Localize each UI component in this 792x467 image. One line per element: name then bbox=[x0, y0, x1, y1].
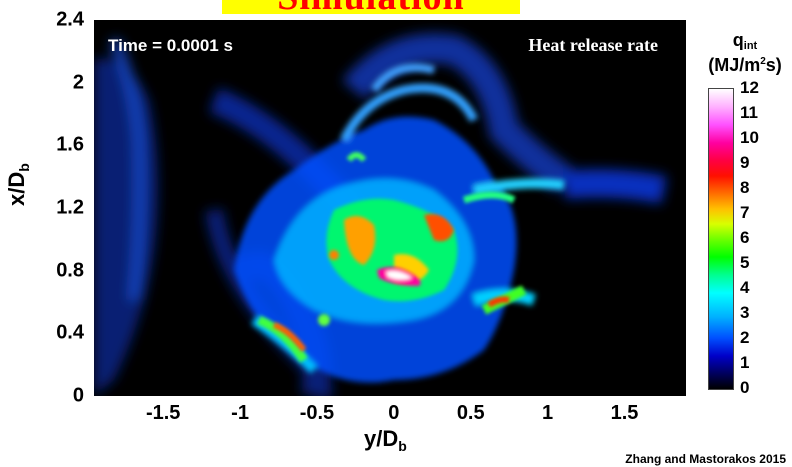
x-tick-label: 0.5 bbox=[456, 402, 485, 424]
field-region bbox=[462, 191, 516, 204]
colorbar-units-sup: 2 bbox=[760, 56, 766, 67]
colorbar-tick-label: 10 bbox=[740, 128, 759, 147]
field-region bbox=[257, 315, 308, 363]
y-axis-label-main: x/D bbox=[4, 171, 29, 206]
field-region bbox=[386, 270, 412, 280]
field-region bbox=[424, 214, 454, 242]
colorbar-label-sub: int bbox=[743, 40, 758, 52]
header-banner: Simulation bbox=[222, 0, 520, 14]
field-region bbox=[473, 178, 565, 195]
panel-label: Heat release rate bbox=[528, 35, 658, 55]
field-region bbox=[329, 250, 339, 260]
colorbar-units: (MJ/m2s) bbox=[698, 55, 792, 76]
colorbar-tick-label: 12 bbox=[740, 78, 759, 97]
x-tick-label: -1.5 bbox=[145, 402, 181, 424]
colorbar-tick-label: 1 bbox=[740, 353, 750, 372]
y-tick-label: 2.4 bbox=[56, 8, 84, 31]
colorbar-tick-label: 11 bbox=[740, 103, 758, 122]
field-region bbox=[562, 169, 667, 204]
field-region bbox=[339, 83, 479, 143]
colorbar-tick-label: 8 bbox=[740, 178, 750, 197]
colorbar-tick-label: 4 bbox=[740, 278, 750, 297]
field-region bbox=[370, 63, 435, 93]
colorbar-tick-label: 3 bbox=[740, 303, 750, 322]
colorbar-tick-label: 7 bbox=[740, 203, 750, 222]
field-region bbox=[318, 314, 330, 326]
colorbar-units-end: s) bbox=[765, 55, 782, 75]
field-region bbox=[487, 296, 510, 308]
colorbar-tick-label: 2 bbox=[740, 328, 750, 347]
y-tick-label: 1.6 bbox=[56, 133, 84, 156]
x-axis-label: y/Db bbox=[364, 426, 407, 454]
y-axis-label-sub: b bbox=[16, 163, 32, 172]
x-tick-label: 0 bbox=[388, 402, 400, 424]
field-region bbox=[346, 152, 367, 162]
field-region bbox=[94, 58, 158, 396]
x-tick-label: 1 bbox=[542, 402, 554, 424]
y-tick-label: 1.2 bbox=[56, 196, 84, 219]
x-tick-label: 1.5 bbox=[610, 402, 639, 424]
y-tick-label: 2 bbox=[72, 71, 84, 94]
colorbar-units-main: (MJ/m bbox=[708, 55, 761, 75]
colorbar-title: qint (MJ/m2s) bbox=[698, 30, 792, 76]
colorbar-tick-label: 6 bbox=[740, 228, 750, 247]
colorbar-tick-label: 0 bbox=[740, 378, 750, 397]
x-axis-label-main: y/D bbox=[364, 426, 399, 451]
y-tick-label: 0.8 bbox=[56, 259, 84, 282]
x-tick-label: -0.5 bbox=[299, 402, 335, 424]
header-title: Simulation bbox=[222, 0, 520, 14]
colorbar-tick-label: 9 bbox=[740, 153, 750, 172]
x-axis-label-sub: b bbox=[398, 438, 407, 454]
field-region bbox=[272, 322, 307, 352]
time-label: Time = 0.0001 s bbox=[108, 36, 233, 55]
y-axis-label: x/Db bbox=[4, 163, 32, 206]
y-tick-label: 0.4 bbox=[56, 321, 84, 344]
colorbar bbox=[708, 88, 734, 390]
heatmap-plot-area: Time = 0.0001 s Heat release rate bbox=[94, 20, 686, 396]
colorbar-tick-label: 5 bbox=[740, 253, 750, 272]
y-tick-label: 0 bbox=[72, 384, 84, 407]
x-tick-label: -1 bbox=[231, 402, 249, 424]
colorbar-label-main: q bbox=[732, 30, 744, 50]
field-region bbox=[109, 37, 145, 301]
field-region bbox=[342, 33, 573, 193]
field-region bbox=[344, 216, 376, 265]
heat-release-field bbox=[94, 33, 667, 396]
citation: Zhang and Mastorakos 2015 bbox=[625, 452, 786, 466]
